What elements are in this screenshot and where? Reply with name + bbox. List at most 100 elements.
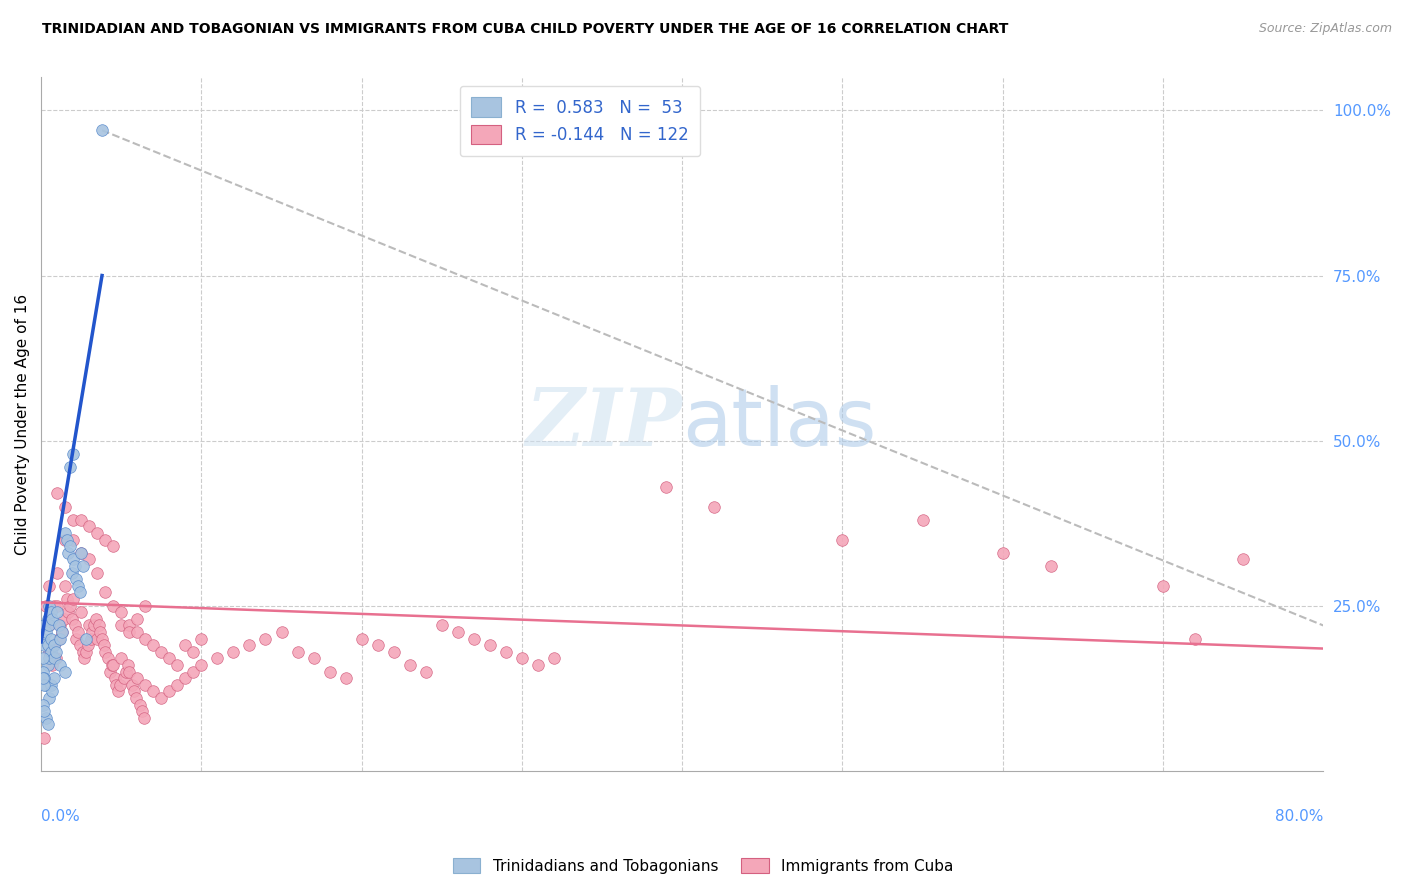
Point <box>55 592 77 607</box>
Point <box>59 539 82 553</box>
Point <box>287 645 309 659</box>
Point <box>63 618 86 632</box>
Point <box>94 585 117 599</box>
Point <box>34 618 56 632</box>
Point <box>59 599 82 613</box>
Point <box>117 658 139 673</box>
Point <box>34 671 56 685</box>
Point <box>302 651 325 665</box>
Point <box>42 638 65 652</box>
Point <box>94 533 117 547</box>
Point <box>86 526 108 541</box>
Point <box>58 605 80 619</box>
Point <box>53 500 76 514</box>
Point <box>270 625 292 640</box>
Point <box>103 539 125 553</box>
Point <box>48 632 70 646</box>
Point <box>38 691 60 706</box>
Point <box>49 658 72 673</box>
Point <box>41 684 63 698</box>
Point <box>124 691 146 706</box>
Point <box>52 612 75 626</box>
Text: Source: ZipAtlas.com: Source: ZipAtlas.com <box>1258 22 1392 36</box>
Point <box>53 526 76 541</box>
Point <box>543 651 565 665</box>
Point <box>31 651 53 665</box>
Point <box>38 618 60 632</box>
Point <box>127 671 149 685</box>
Point <box>39 632 62 646</box>
Point <box>166 678 188 692</box>
Point <box>77 618 100 632</box>
Point <box>831 533 853 547</box>
Point <box>398 658 420 673</box>
Legend: R =  0.583   N =  53, R = -0.144   N = 122: R = 0.583 N = 53, R = -0.144 N = 122 <box>460 86 700 156</box>
Point <box>31 665 53 679</box>
Point <box>527 658 550 673</box>
Point <box>447 625 470 640</box>
Point <box>84 612 107 626</box>
Point <box>134 599 156 613</box>
Point <box>70 513 93 527</box>
Point <box>350 632 373 646</box>
Point <box>35 678 58 692</box>
Point <box>495 645 517 659</box>
Point <box>415 665 437 679</box>
Point <box>110 605 132 619</box>
Point <box>70 546 93 560</box>
Point <box>655 480 678 494</box>
Point <box>121 678 143 692</box>
Point <box>37 717 59 731</box>
Point <box>49 618 72 632</box>
Point <box>34 638 56 652</box>
Point <box>34 678 56 692</box>
Point <box>86 632 108 646</box>
Point <box>97 651 120 665</box>
Point <box>110 651 132 665</box>
Point <box>127 625 149 640</box>
Point <box>73 651 96 665</box>
Point <box>35 599 58 613</box>
Point <box>59 460 82 475</box>
Point <box>157 651 180 665</box>
Point <box>335 671 357 685</box>
Point <box>190 632 212 646</box>
Point <box>77 519 100 533</box>
Point <box>510 651 533 665</box>
Point <box>58 546 80 560</box>
Point <box>75 645 97 659</box>
Point <box>51 625 73 640</box>
Y-axis label: Child Poverty Under the Age of 16: Child Poverty Under the Age of 16 <box>15 293 30 555</box>
Point <box>62 592 84 607</box>
Point <box>134 678 156 692</box>
Point <box>72 559 94 574</box>
Point <box>62 533 84 547</box>
Point <box>91 123 114 137</box>
Point <box>150 691 173 706</box>
Point <box>318 665 340 679</box>
Point <box>108 678 131 692</box>
Point <box>53 533 76 547</box>
Point <box>35 625 58 640</box>
Point <box>82 625 104 640</box>
Point <box>174 671 197 685</box>
Point <box>103 599 125 613</box>
Point <box>37 612 59 626</box>
Point <box>129 698 152 712</box>
Point <box>51 625 73 640</box>
Point <box>60 566 83 580</box>
Point <box>98 665 121 679</box>
Point <box>190 658 212 673</box>
Point <box>66 625 89 640</box>
Point <box>31 671 53 685</box>
Point <box>463 632 485 646</box>
Point <box>77 552 100 566</box>
Point <box>49 632 72 646</box>
Point <box>42 651 65 665</box>
Point <box>93 638 115 652</box>
Point <box>48 618 70 632</box>
Point <box>38 618 60 632</box>
Point <box>1039 559 1062 574</box>
Point <box>63 559 86 574</box>
Point <box>70 605 93 619</box>
